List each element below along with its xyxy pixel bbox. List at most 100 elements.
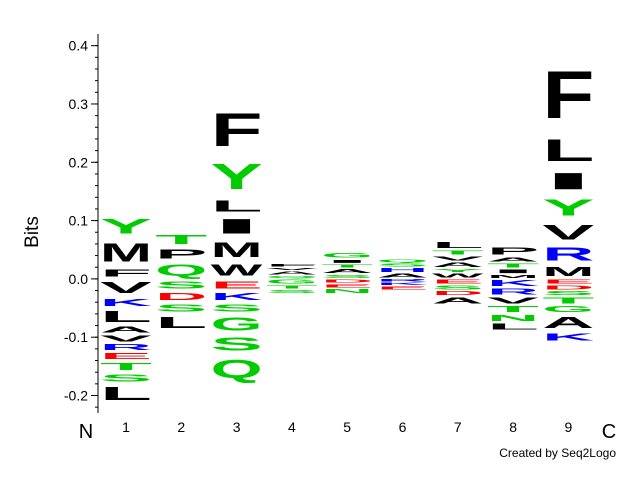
logo-letter-D: D: [432, 291, 484, 297]
logo-letter-Y: Y: [211, 156, 263, 197]
logo-letter-Q: Q: [377, 259, 429, 263]
logo-letter-E: E: [211, 279, 263, 291]
logo-letter-V: V: [542, 221, 594, 244]
logo-letter-T: T: [432, 250, 484, 256]
logo-letter-F: F: [211, 104, 263, 157]
logo-letter-V: V: [100, 279, 152, 297]
logo-letter-M: M: [100, 239, 152, 268]
logo-letter-D: D: [321, 279, 373, 284]
y-tick-label: 0.3: [69, 96, 89, 112]
logo-letter-T: T: [266, 285, 318, 290]
y-axis-label: Bits: [22, 216, 43, 248]
logo-letter-Y: Y: [432, 268, 484, 273]
logo-letter-K: K: [377, 282, 429, 285]
logo-letter-L: L: [100, 384, 152, 404]
credit-text: Created by Seq2Logo: [499, 446, 616, 460]
x-tick-label: 6: [399, 419, 407, 435]
logo-letter-Y: Y: [542, 195, 594, 221]
logo-letter-E: E: [100, 352, 152, 361]
logo-letter-N: N: [321, 288, 373, 294]
y-tick-label: 0.4: [69, 38, 89, 54]
y-tick-label: 0.2: [69, 154, 89, 170]
logo-letter-I: I: [321, 259, 373, 264]
logo-letter-A: A: [377, 273, 429, 279]
logo-letter-K: K: [542, 331, 594, 343]
logo-letter-P: P: [487, 245, 539, 257]
x-tick-label: 2: [177, 419, 185, 435]
logo-letter-A: A: [100, 326, 152, 335]
x-tick-label: 3: [233, 419, 241, 435]
logo-letter-L: L: [100, 308, 152, 325]
logo-letter-P: P: [155, 247, 207, 262]
logo-letter-Y: Y: [100, 215, 152, 238]
logo-letter-G: G: [542, 305, 594, 314]
logo-letter-M: M: [211, 238, 263, 261]
logo-letter-S: S: [377, 263, 429, 268]
logo-letter-S: S: [321, 274, 373, 279]
logo-letter-G: G: [321, 252, 373, 259]
logo-letter-R: R: [377, 279, 429, 282]
logo-letter-K: K: [211, 290, 263, 302]
logo-letter-F: F: [542, 58, 594, 134]
logo-letter-S: S: [211, 302, 263, 314]
logo-letter-R: R: [487, 288, 539, 297]
logo-letter-T: T: [487, 305, 539, 314]
logo-letter-N: N: [487, 314, 539, 323]
logo-letter-D: D: [155, 290, 207, 302]
logo-letter-R: R: [100, 343, 152, 352]
logo-letter-D: D: [542, 285, 594, 291]
logo-letter-E: E: [377, 286, 429, 291]
logo-letter-W: W: [211, 261, 263, 278]
logo-letter-L: L: [487, 323, 539, 332]
x-tick-label: 5: [343, 419, 351, 435]
y-tick-label: -0.2: [64, 388, 88, 404]
logo-letter-Q: Q: [266, 275, 318, 278]
logo-letter-S: S: [155, 302, 207, 314]
logo-letter-W: W: [432, 273, 484, 279]
logo-letter-V: V: [100, 334, 152, 343]
logo-letter-V: V: [432, 256, 484, 262]
logo-letter-L: L: [155, 314, 207, 331]
c-terminus-label: C: [602, 421, 616, 443]
logo-letter-G: G: [211, 314, 263, 334]
logo-letter-S: S: [155, 279, 207, 291]
logo-letter-A: A: [542, 314, 594, 331]
logo-letter-A: A: [321, 268, 373, 274]
logo-letter-Q: Q: [211, 355, 263, 384]
logo-letter-I: I: [211, 215, 263, 238]
logo-letter-E: E: [542, 279, 594, 285]
logo-letter-A: A: [432, 296, 484, 305]
logo-letter-T: T: [487, 263, 539, 269]
logo-letter-V: V: [487, 296, 539, 305]
logo-letter-I: I: [542, 168, 594, 194]
logo-letter-E: E: [432, 279, 484, 285]
x-tick-label: 1: [122, 419, 130, 435]
logo-letter-S: S: [432, 285, 484, 291]
x-tick-label: 7: [454, 419, 462, 435]
logo-letter-A: A: [487, 257, 539, 263]
x-tick-label: 4: [288, 419, 296, 435]
logo-letter-A: A: [266, 271, 318, 276]
logo-letter-T: T: [100, 360, 152, 372]
logo-letter-K: K: [100, 296, 152, 308]
x-tick-label: 8: [509, 419, 517, 435]
y-tick-label: 0.1: [69, 213, 89, 229]
logo-letter-I: I: [487, 268, 539, 274]
logo-letter-L: L: [432, 241, 484, 250]
x-tick-label: 9: [565, 419, 573, 435]
logo-letter-M: M: [542, 264, 594, 279]
logo-letter-S: S: [542, 291, 594, 297]
logo-letter-L: L: [542, 133, 594, 168]
logo-letter-L: L: [211, 197, 263, 214]
logo-letter-T: T: [321, 264, 373, 269]
logo-letter-H: H: [377, 267, 429, 273]
logo-letter-A: A: [432, 261, 484, 268]
n-terminus-label: N: [79, 421, 93, 443]
logo-letter-K: K: [487, 279, 539, 288]
logo-letter-R: R: [542, 244, 594, 264]
logo-letter-E: E: [321, 284, 373, 289]
y-tick-label: 0.0: [69, 271, 89, 287]
logo-letter-S: S: [211, 334, 263, 354]
logo-letter-S: S: [100, 372, 152, 384]
